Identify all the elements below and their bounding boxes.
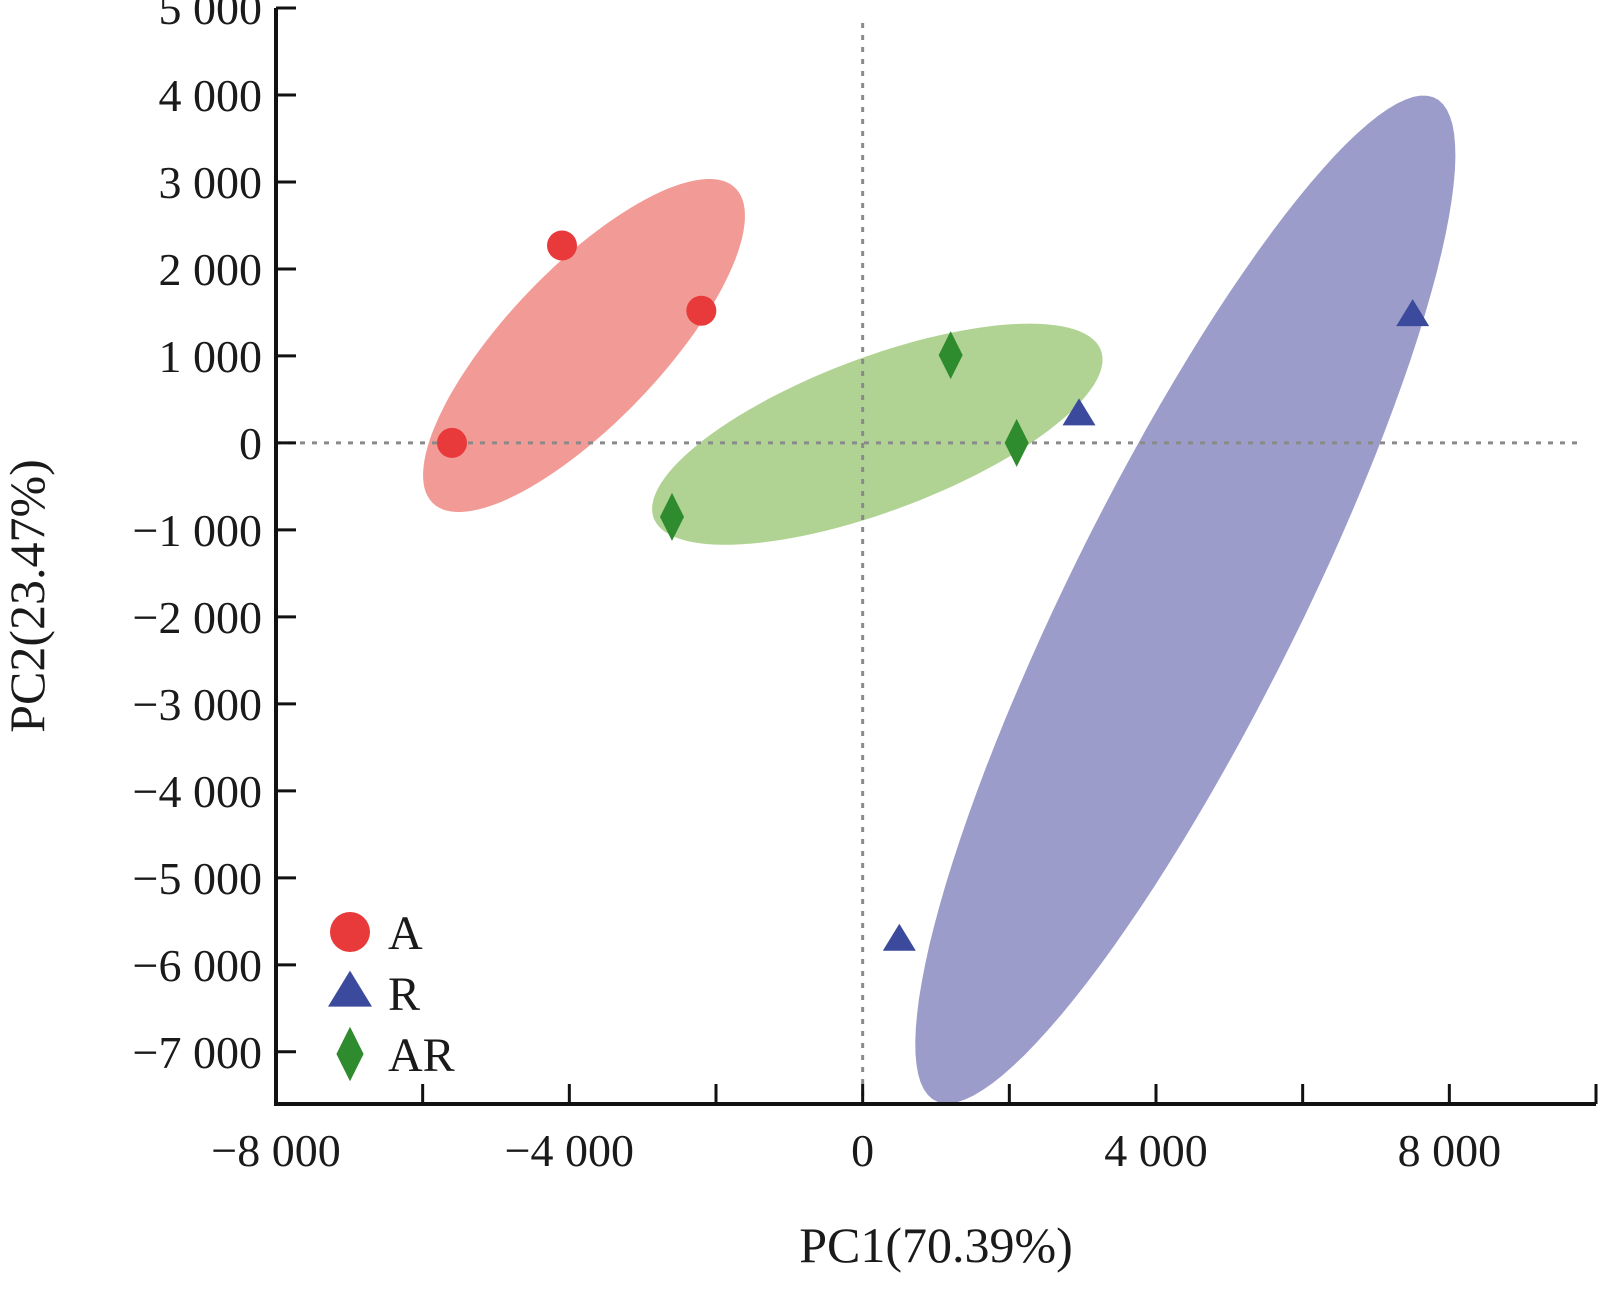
y-axis-title: PC2(23.47%) (0, 459, 55, 733)
y-tick-label: 5 000 (159, 0, 263, 34)
ellipse-r (915, 95, 1456, 1104)
x-tick-label: −8 000 (211, 1125, 340, 1176)
y-tick-label: −4 000 (133, 766, 262, 817)
point-r-1 (882, 923, 916, 951)
y-tick-label: −7 000 (133, 1027, 262, 1078)
axes (274, 6, 1598, 1106)
legend-marker-r (328, 970, 372, 1007)
data-points (437, 230, 1430, 951)
point-a-2 (547, 230, 577, 261)
y-tick-label: 0 (239, 418, 262, 469)
point-ar-3 (1004, 418, 1029, 467)
ellipse-ar (652, 323, 1103, 545)
y-tick-label: −5 000 (133, 853, 262, 904)
reference-lines (276, 23, 1580, 1104)
y-tick-label: −2 000 (133, 592, 262, 643)
y-tick-label: −6 000 (133, 940, 262, 991)
point-r-3 (1396, 299, 1430, 327)
legend-marker-ar (336, 1026, 364, 1082)
point-ar-1 (660, 492, 684, 541)
legend: AR AR (328, 907, 455, 1082)
legend-label-a: A (388, 907, 423, 960)
y-tick-label: −3 000 (133, 679, 262, 730)
point-ar-2 (938, 331, 963, 380)
confidence-ellipses (423, 95, 1456, 1104)
x-tick-label: 8 000 (1398, 1125, 1502, 1176)
y-tick-label: −1 000 (133, 505, 262, 556)
x-tick-label: −4 000 (505, 1125, 634, 1176)
tick-labels: −8 000 −4 000 0 4 000 8 000 5 000 4 000 3 000 2 … (133, 0, 1502, 1176)
y-tick-label: 2 000 (159, 244, 263, 295)
x-tick-label: 4 000 (1104, 1125, 1208, 1176)
ellipse-a (423, 179, 745, 512)
x-axis-title: PC1(70.39%) (799, 1217, 1073, 1273)
point-a-1 (437, 427, 467, 458)
x-tick-label: 0 (851, 1125, 874, 1176)
legend-label-ar: AR (388, 1029, 455, 1082)
y-tick-label: 3 000 (159, 157, 263, 208)
point-r-2 (1062, 398, 1096, 426)
y-tick-label: 1 000 (159, 331, 263, 382)
y-tick-label: 4 000 (159, 70, 263, 121)
point-a-3 (686, 295, 717, 326)
legend-marker-a (330, 912, 370, 952)
legend-label-r: R (388, 968, 420, 1021)
